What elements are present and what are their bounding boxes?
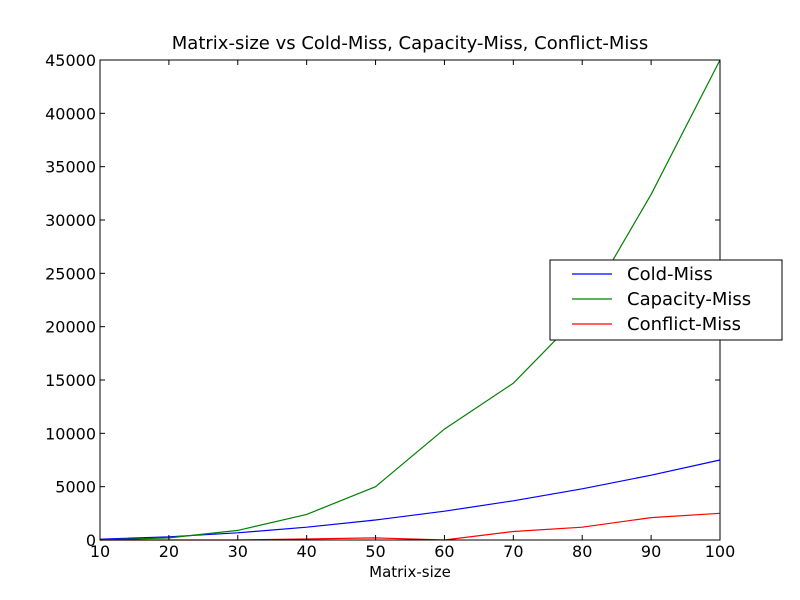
y-tick-label: 20000 xyxy=(45,318,96,337)
x-tick-label: 40 xyxy=(296,542,316,561)
x-axis-label: Matrix-size xyxy=(369,563,451,581)
series-line-cold-miss xyxy=(99,459,721,540)
x-tick-label: 100 xyxy=(705,542,736,561)
y-tick-label: 45000 xyxy=(45,51,96,70)
legend-label: Cold-Miss xyxy=(627,264,713,285)
x-tick-label: 10 xyxy=(90,542,110,561)
y-tick-label: 40000 xyxy=(45,104,96,123)
chart-title: Matrix-size vs Cold-Miss, Capacity-Miss,… xyxy=(172,33,648,54)
x-tick-label: 30 xyxy=(228,542,248,561)
y-tick-label: 30000 xyxy=(45,211,96,230)
y-tick-label: 10000 xyxy=(45,424,96,443)
x-tick-label: 90 xyxy=(641,542,661,561)
x-tick-label: 60 xyxy=(434,542,454,561)
y-tick-label: 5000 xyxy=(55,478,96,497)
y-tick-label: 35000 xyxy=(45,158,96,177)
plot-area: 10 20 30 40 50 60 70 80 90 100 0 5000 10000 15000 2000… xyxy=(45,51,735,561)
legend-box xyxy=(549,259,783,341)
series-line-capacity-miss xyxy=(99,59,721,541)
legend-label: Capacity-Miss xyxy=(627,289,751,310)
y-tick-label: 0 xyxy=(86,531,96,550)
x-tick-label: 70 xyxy=(503,542,523,561)
y-tick-label: 25000 xyxy=(45,264,96,283)
legend-label: Conflict-Miss xyxy=(627,314,741,335)
x-tick-label: 20 xyxy=(159,542,179,561)
x-tick-label: 80 xyxy=(572,542,592,561)
y-tick-label: 15000 xyxy=(45,371,96,390)
x-tick-label: 50 xyxy=(365,542,385,561)
legend: Cold-Miss Capacity-Miss Conflict-Miss xyxy=(549,259,783,341)
